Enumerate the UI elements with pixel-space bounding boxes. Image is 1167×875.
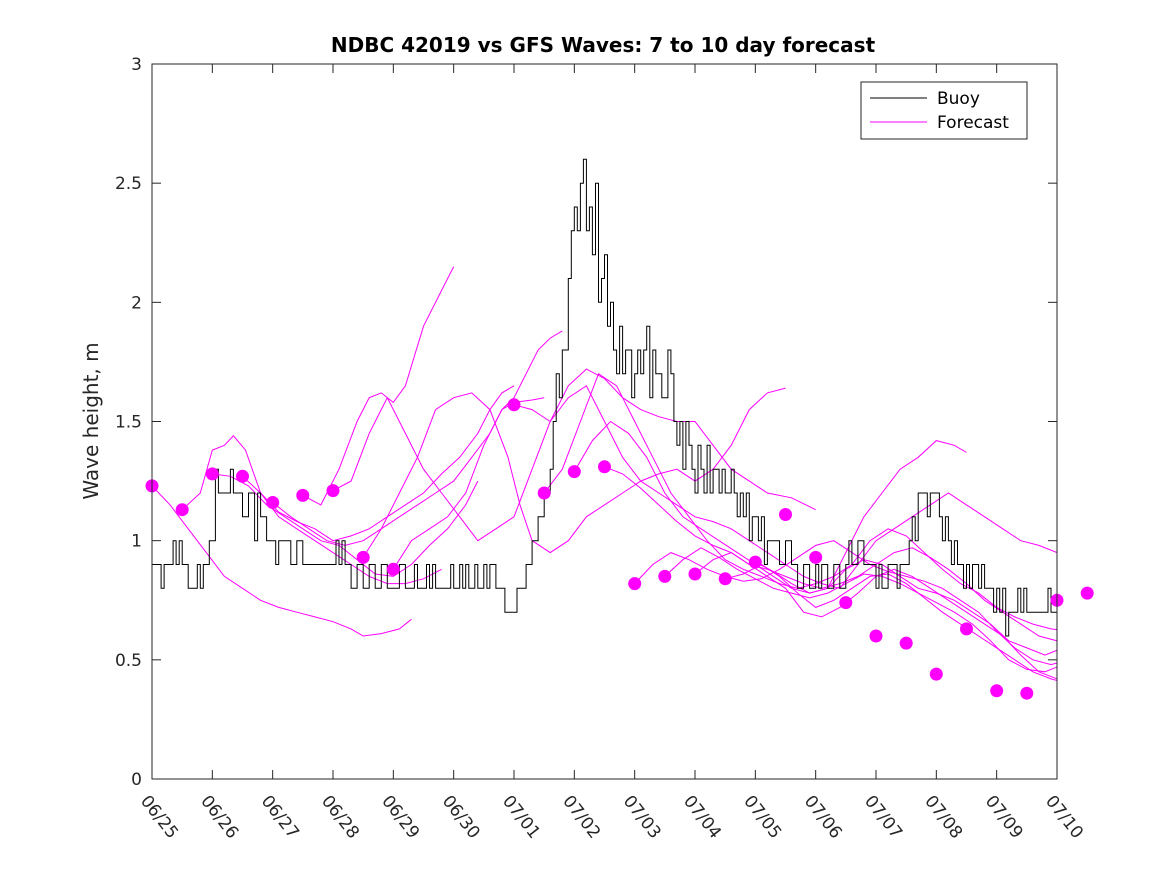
legend: Buoy Forecast [860, 81, 1028, 140]
forecast-marker-19 [809, 550, 823, 564]
forecast-marker-21 [869, 629, 883, 643]
forecast-marker-25 [990, 684, 1004, 698]
forecast-run-line-0 [152, 485, 412, 637]
forecast-run-line-15 [694, 552, 1057, 680]
forecast-marker-26 [1020, 686, 1034, 700]
forecast-marker-10 [537, 486, 551, 500]
forecast-marker-7 [356, 550, 370, 564]
forecast-marker-12 [598, 460, 611, 474]
y-tick-label-1: 0.5 [115, 651, 142, 671]
forecast-marker-28 [1080, 586, 1094, 600]
legend-box [860, 81, 1028, 140]
forecast-marker-3 [236, 469, 249, 483]
forecast-run-line-16 [725, 563, 1057, 682]
forecast-marker-6 [326, 484, 340, 498]
forecast-marker-8 [386, 562, 400, 576]
forecast-run-line-17 [755, 440, 967, 594]
y-tick-label-0: 0 [131, 770, 142, 790]
forecast-marker-2 [205, 467, 219, 481]
forecast-run-line-5 [302, 266, 455, 506]
forecast-run-line-12 [604, 466, 1057, 642]
forecast-marker-24 [960, 622, 973, 636]
forecast-marker-5 [296, 488, 310, 502]
plot-lines [152, 158, 1057, 691]
forecast-marker-15 [688, 567, 702, 581]
legend-forecast-label: Forecast [937, 113, 1009, 133]
y-tick-label-4: 2 [131, 293, 142, 313]
y-tick-label-6: 3 [131, 55, 142, 75]
forecast-marker-16 [718, 572, 732, 586]
y-axis-label: Wave height, m [79, 342, 103, 499]
forecast-marker-18 [779, 508, 792, 521]
chart-title: NDBC 42019 vs GFS Waves: 7 to 10 day for… [331, 33, 876, 57]
forecast-marker-4 [266, 496, 280, 509]
forecast-marker-22 [899, 636, 913, 650]
forecast-marker-20 [839, 596, 853, 610]
forecast-run-line-6 [332, 368, 816, 542]
forecast-marker-14 [658, 569, 672, 583]
forecast-marker-1 [175, 503, 189, 517]
buoy-series-line [152, 158, 1057, 637]
forecast-run-line-1 [181, 435, 442, 585]
legend-buoy-label: Buoy [937, 89, 980, 109]
y-tick-label-5: 2.5 [115, 174, 142, 194]
forecast-marker-11 [567, 465, 581, 479]
forecast-marker-17 [748, 555, 762, 569]
y-tick-label-3: 1.5 [115, 413, 142, 433]
forecast-run-line-11 [573, 420, 1057, 656]
forecast-run-line-10 [543, 373, 1057, 631]
forecast-run-line-4 [272, 397, 545, 546]
forecast-run-line-9 [513, 385, 1057, 589]
forecast-run-line-14 [664, 547, 1057, 673]
y-axis: 0 0.5 1 1.5 2 2.5 3 [115, 55, 1057, 790]
forecast-marker-13 [628, 577, 642, 591]
forecast-marker-9 [507, 398, 521, 412]
y-tick-label-2: 1 [131, 532, 142, 552]
forecast-run-line-8 [392, 330, 563, 570]
forecast-marker-23 [929, 667, 943, 681]
